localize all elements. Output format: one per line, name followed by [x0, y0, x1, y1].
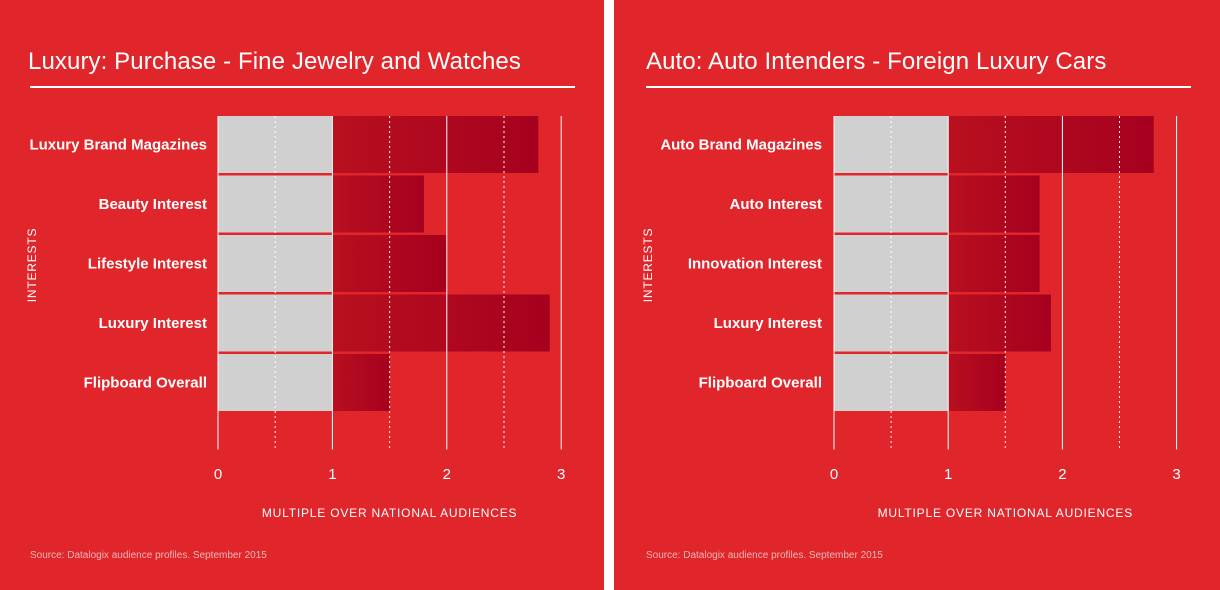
bar-chart-auto: Auto Brand Magazines Auto Interest Innovat… — [641, 116, 1181, 520]
value-bar — [948, 354, 1006, 411]
x-tick-label: 2 — [443, 466, 451, 483]
source-note: Source: Datalogix audience profiles. Sep… — [646, 550, 883, 561]
baseline-bar — [834, 235, 949, 292]
x-axis-title: MULTIPLE OVER NATIONAL AUDIENCES — [262, 506, 517, 520]
value-bar — [332, 235, 447, 292]
bar-row — [218, 175, 424, 233]
chart-panel-auto: Auto: Auto Intenders - Foreign Luxury Ca… — [614, 0, 1220, 590]
x-tick-label: 0 — [214, 466, 222, 483]
bar-row — [218, 116, 539, 173]
baseline-bar — [218, 175, 333, 233]
category-label: Luxury Interest — [99, 315, 207, 332]
bar-row — [834, 294, 1051, 352]
category-label: Auto Interest — [729, 196, 822, 213]
bar-row — [218, 294, 550, 352]
bar-row — [834, 354, 1006, 411]
x-tick-label: 3 — [1172, 466, 1180, 483]
chart-title: Auto: Auto Intenders - Foreign Luxury Ca… — [646, 48, 1107, 75]
x-tick-label: 3 — [557, 466, 565, 483]
title-divider — [30, 86, 575, 88]
category-label: Flipboard Overall — [84, 375, 207, 392]
value-bar — [332, 175, 424, 233]
value-bar — [948, 175, 1040, 233]
chart-panel-luxury: Luxury: Purchase - Fine Jewelry and Watc… — [0, 0, 604, 590]
chart-title: Luxury: Purchase - Fine Jewelry and Watc… — [28, 48, 521, 75]
category-label: Innovation Interest — [688, 256, 822, 273]
baseline-bar — [834, 175, 949, 233]
value-bar — [948, 235, 1040, 292]
category-label: Auto Brand Magazines — [660, 137, 822, 154]
bar-row — [834, 116, 1154, 173]
title-divider — [646, 86, 1191, 88]
value-bar — [332, 294, 550, 352]
source-note: Source: Datalogix audience profiles. Sep… — [30, 550, 267, 561]
category-label: Lifestyle Interest — [88, 256, 207, 273]
bar-chart-luxury: Luxury Brand Magazines Beauty Interest Lif… — [25, 116, 565, 520]
bar-row — [834, 175, 1040, 233]
category-label: Luxury Brand Magazines — [29, 137, 207, 154]
value-bar — [332, 354, 390, 411]
bar-row — [834, 235, 1040, 292]
value-bar — [332, 116, 539, 173]
value-bar — [948, 116, 1154, 173]
x-tick-label: 1 — [328, 466, 336, 483]
category-label: Beauty Interest — [99, 196, 207, 213]
x-tick-label: 1 — [944, 466, 952, 483]
baseline-bar — [218, 116, 333, 173]
category-label: Flipboard Overall — [699, 375, 822, 392]
x-tick-label: 0 — [830, 466, 838, 483]
y-axis-title: INTERESTS — [25, 228, 39, 303]
x-tick-label: 2 — [1058, 466, 1066, 483]
category-label: Luxury Interest — [714, 315, 822, 332]
x-axis-title: MULTIPLE OVER NATIONAL AUDIENCES — [878, 506, 1133, 520]
value-bar — [948, 294, 1051, 352]
baseline-bar — [218, 235, 333, 292]
baseline-bar — [834, 116, 949, 173]
bar-row — [218, 354, 390, 411]
y-axis-title: INTERESTS — [641, 228, 655, 303]
